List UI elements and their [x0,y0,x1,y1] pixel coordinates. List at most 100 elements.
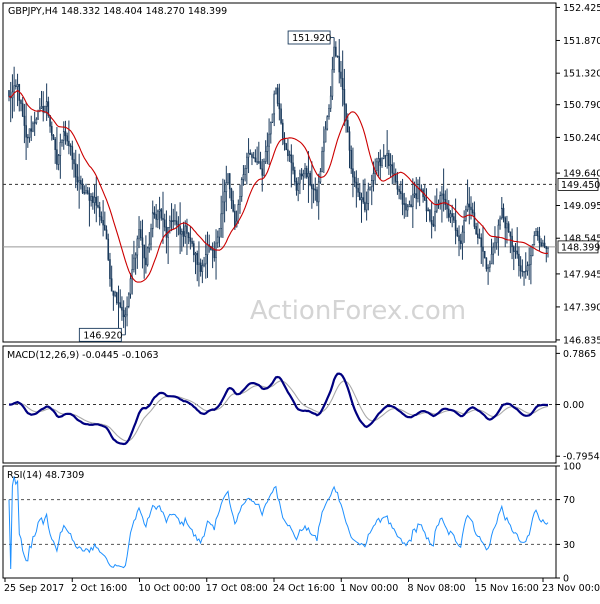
candle-body [530,255,532,265]
candle-body [300,173,303,177]
candle-body [408,204,411,208]
candle-body [237,204,240,222]
rsi-y-tick-label: 70 [563,495,575,506]
candle-body [333,46,335,70]
candle-body [398,188,400,192]
candle-body [500,207,503,219]
candle-body [415,193,418,199]
candle-body [98,206,101,218]
candle-body [364,201,366,211]
candle-body [256,161,258,163]
candle-body [365,202,368,211]
candle-body [370,180,373,188]
candle-body [492,246,495,255]
candle-body [547,246,549,250]
candle-body [15,85,17,88]
candle-body [73,159,75,165]
candle-body [451,213,453,217]
candle-body [191,241,193,244]
candle-body [471,209,474,214]
candle-body [540,242,542,247]
macd-y-tick-label: 0.00 [563,400,584,411]
candle-body [509,231,512,237]
candle-body [52,134,55,140]
candle-body [384,154,387,157]
candle-body [287,149,289,157]
candle-body [64,131,67,137]
candle-body [175,220,178,225]
x-tick-label: 2 Oct 16:00 [71,583,127,594]
candle-body [321,150,323,172]
candle-body [129,278,132,295]
candle-body [27,136,29,139]
candle-body [425,200,428,212]
candle-body [459,240,462,244]
price-y-tick-label: 151.870 [563,36,600,47]
candle-body [417,188,419,199]
candle-body [432,223,435,227]
candle-body [269,121,272,135]
x-tick-label: 10 Oct 00:00 [139,583,201,594]
candle-body [95,196,98,206]
x-tick-label: 23 Nov 00:00 [542,583,600,594]
candle-body [519,265,522,272]
candle-body [278,103,281,110]
candle-body [441,193,443,196]
candle-body [427,209,430,212]
candle-body [355,181,358,189]
rsi-panel-frame [2,465,557,579]
candle-body [483,251,486,259]
candle-body [461,231,464,244]
candle-body [518,253,520,266]
candle-body [62,131,65,141]
candle-body [232,200,234,212]
candle-body [487,267,489,270]
candle-body [211,249,214,251]
candle-body [497,224,500,238]
candle-body [127,293,130,307]
candle-body [170,220,173,222]
rsi-label: RSI(14) 48.7309 [7,470,84,481]
candle-body [146,247,149,266]
candle-body [405,203,407,211]
candle-body [184,225,187,237]
candle-body [285,143,288,151]
candle-body [114,292,116,296]
candle-body [90,196,92,201]
candle-body [388,153,390,167]
candle-body [299,173,301,184]
candle-body [227,173,229,183]
candle-body [37,110,39,120]
candle-body [42,106,45,113]
candle-body [59,142,62,156]
candle-body [199,262,202,272]
candle-body [410,204,412,207]
candle-body [477,233,479,238]
price-y-tick-label: 151.320 [563,69,600,80]
candle-body [124,314,127,318]
candle-body [50,125,53,136]
candle-body [341,78,344,90]
candle-body [83,192,86,194]
candle-body [86,190,89,194]
price-panel-frame [2,2,557,343]
candle-body [187,233,190,238]
candle-body [102,220,104,226]
candle-body [406,206,409,211]
candle-body [454,219,457,231]
candle-body [35,118,38,124]
candle-body [273,93,276,115]
candle-body [542,242,544,247]
x-tick-label: 1 Nov 00:00 [340,583,398,594]
candle-body [403,203,406,205]
candle-body [133,257,135,270]
candle-body [489,263,491,268]
x-tick-label: 25 Sep 2017 [4,583,64,594]
candle-body [249,152,252,155]
candle-body [30,128,33,132]
macd-main-line [8,372,548,446]
candle-body [213,250,216,259]
candle-body [304,168,306,175]
candle-body [502,207,505,219]
